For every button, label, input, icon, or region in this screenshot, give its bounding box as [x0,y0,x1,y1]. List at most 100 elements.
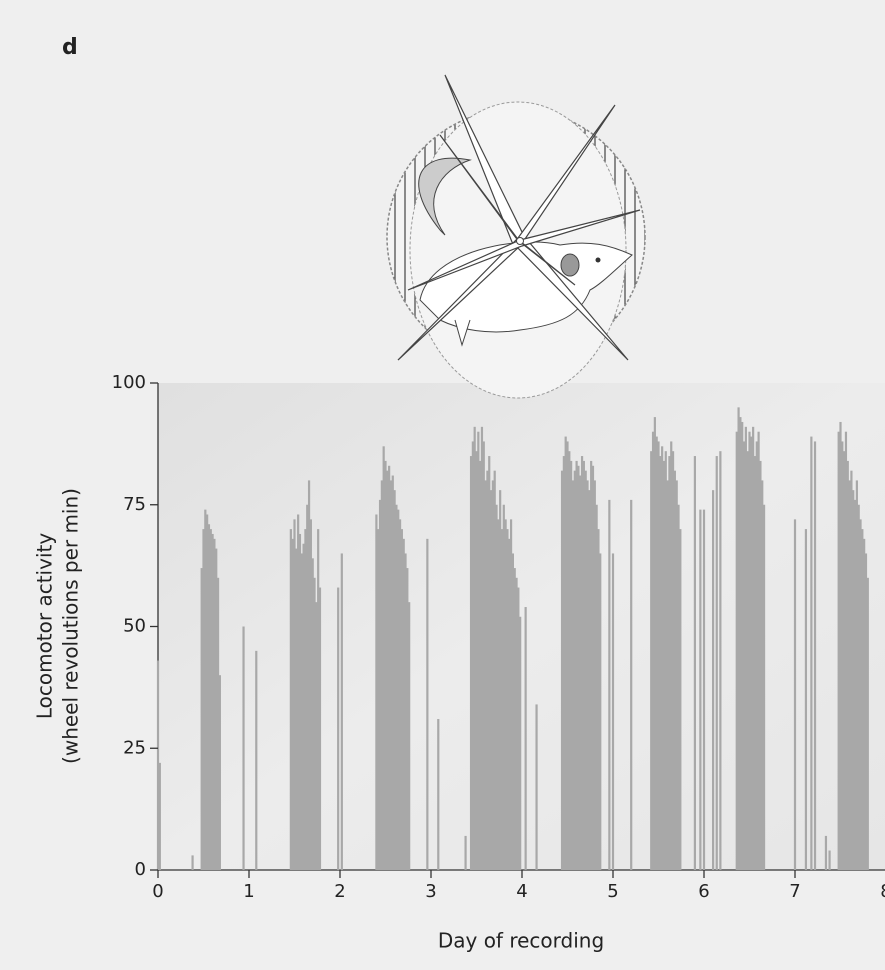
bar [839,421,842,870]
bar [846,460,849,870]
bar [406,568,409,870]
bar [748,431,751,870]
bar [813,441,817,870]
bar [630,499,633,870]
bar [488,456,491,870]
bar [608,499,611,870]
bar [509,519,513,870]
bar [753,456,757,870]
bar [741,421,744,870]
bar [577,465,580,870]
bar [506,529,509,870]
bar [397,509,400,870]
bar [297,514,300,870]
bar [200,568,203,870]
y-tick-label: 75 [123,494,146,515]
bar [213,538,216,870]
bar [590,460,593,870]
bar [313,577,316,870]
bar [191,855,194,870]
bar [735,431,738,870]
bar [380,480,383,870]
bar [575,460,578,870]
bar [398,519,402,870]
bar [519,616,522,870]
bar [566,441,569,870]
bar [513,568,516,870]
bar [564,436,567,870]
bar [841,441,844,870]
bar [402,538,405,870]
x-tick-label: 8 [880,881,885,902]
bar [156,660,160,870]
bar [586,480,589,870]
bar [497,519,500,870]
bar [400,529,403,870]
bar [843,451,846,870]
bar [675,480,678,870]
bar [693,456,696,870]
bar [746,451,749,870]
x-tick-label: 4 [516,881,527,902]
bar [739,417,742,870]
bar [389,480,393,870]
y-tick-label: 25 [123,737,146,758]
bar [750,436,753,870]
bar [404,553,407,870]
bar [408,602,411,870]
y-tick-label: 50 [123,616,146,637]
bar [255,650,258,870]
bar [311,558,314,870]
bar [293,519,296,870]
bar [755,441,758,870]
bar [307,480,311,870]
bar [850,470,853,870]
bar [702,509,706,870]
bar [744,426,747,870]
bar [661,446,664,870]
bar [491,480,494,870]
bar [378,499,382,870]
x-tick-label: 3 [425,881,436,902]
bar [340,553,343,870]
bar [584,470,587,870]
bar [204,509,207,870]
bar [595,504,598,870]
bar [216,577,220,870]
bar [302,543,305,870]
bar [848,480,851,870]
bar [752,426,755,870]
bar [651,431,655,870]
bar [582,460,585,870]
y-tick-label: 100 [112,372,146,393]
bar [535,704,538,870]
bar [469,456,473,870]
bar [863,538,866,870]
bar [215,548,218,870]
bar [486,470,489,870]
bar [489,490,493,870]
y-axis-title-line: (wheel revolutions per min) [59,488,83,764]
bar [484,480,487,870]
bar [502,504,505,870]
bar [209,529,212,870]
bar [218,675,221,870]
bar [377,529,380,870]
bar [662,460,666,870]
bar [650,451,653,870]
bar [211,533,214,870]
bar [719,451,722,870]
bar [761,480,764,870]
bar [580,456,584,870]
bar [859,519,862,870]
bar [804,529,808,870]
bar [611,553,615,870]
bar [852,490,855,870]
bar [384,460,387,870]
bar [508,538,511,870]
bar [437,719,440,870]
bar [504,519,507,870]
bar [659,456,662,870]
bar [298,533,302,870]
